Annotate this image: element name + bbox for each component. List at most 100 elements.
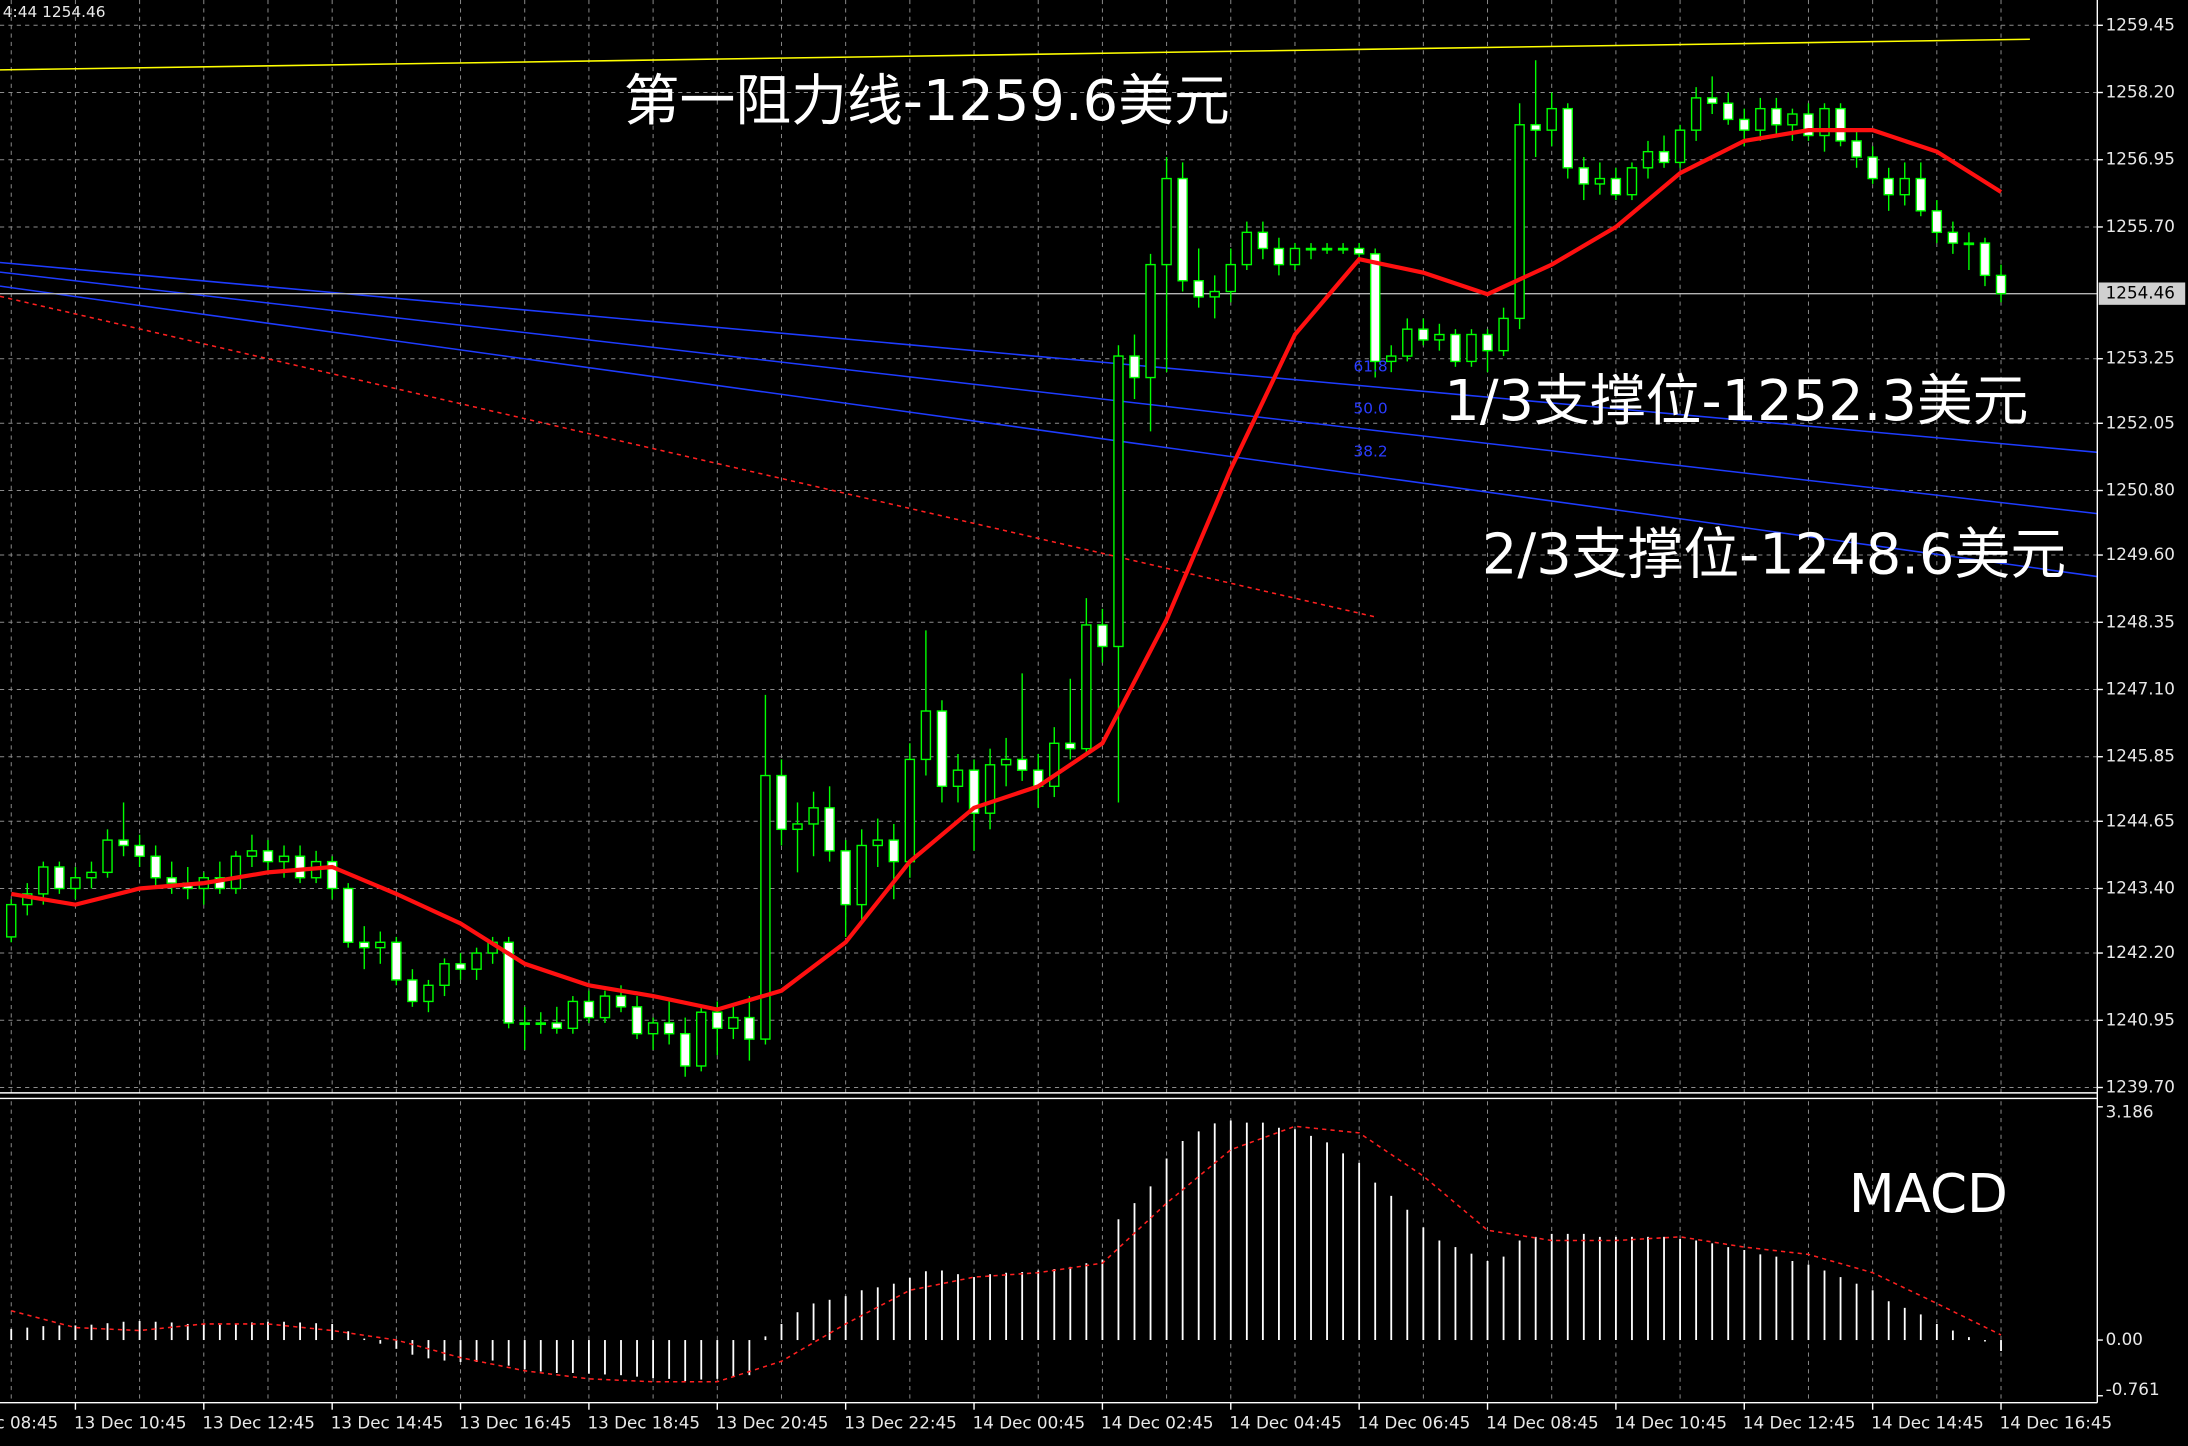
candle-body bbox=[1161, 177, 1172, 266]
candle-body bbox=[102, 839, 113, 874]
candle-body bbox=[1690, 97, 1702, 131]
candle-body bbox=[744, 1016, 755, 1040]
x-tick-label: 13 Dec 18:45 bbox=[588, 1413, 701, 1433]
candle-body bbox=[1771, 107, 1782, 126]
axes bbox=[0, 0, 2098, 1404]
x-tick-label: 14 Dec 16:45 bbox=[2000, 1413, 2113, 1433]
candle-body bbox=[679, 1033, 691, 1067]
candle-body bbox=[1995, 274, 2007, 295]
candle-body bbox=[166, 877, 177, 884]
candle-body bbox=[1851, 140, 1862, 158]
candle-body bbox=[246, 850, 258, 857]
candle-body bbox=[888, 839, 900, 863]
candle-body bbox=[1514, 124, 1525, 320]
candle-body bbox=[728, 1016, 739, 1030]
last-price-box bbox=[2098, 282, 2186, 305]
candle-body bbox=[1899, 177, 1910, 196]
candle-body bbox=[1819, 107, 1830, 137]
candle-body bbox=[1353, 247, 1365, 255]
candle-body bbox=[1562, 107, 1573, 169]
fib-level-label: 61.8 bbox=[1354, 358, 1388, 376]
candle-body bbox=[984, 764, 996, 814]
candle-body bbox=[551, 1022, 563, 1030]
candle-body bbox=[471, 952, 482, 970]
candle-body bbox=[1129, 355, 1140, 379]
candle-body bbox=[1369, 253, 1381, 363]
candle-body bbox=[776, 774, 787, 831]
candle-body bbox=[118, 839, 129, 847]
candle-body bbox=[952, 769, 964, 788]
candle-body bbox=[262, 850, 274, 863]
candle-body bbox=[712, 1011, 723, 1030]
candle-body bbox=[1963, 242, 1975, 246]
candle-body bbox=[1835, 107, 1846, 142]
x-tick-label: 13 Dec 14:45 bbox=[331, 1413, 444, 1433]
candle-body bbox=[1177, 177, 1188, 282]
candle-body bbox=[1000, 758, 1012, 766]
candle-body bbox=[1113, 355, 1124, 648]
candle-body bbox=[1915, 177, 1927, 212]
candle-body bbox=[359, 941, 370, 949]
candle-body bbox=[455, 963, 466, 970]
moving-average-line bbox=[10, 128, 2003, 1012]
candle-body bbox=[1434, 333, 1445, 341]
y-tick-label: 1259.45 bbox=[2106, 14, 2175, 34]
annotation: 第一阻力线-1259.6美元 bbox=[624, 69, 1230, 134]
candle-body bbox=[1979, 242, 1991, 277]
candle-body bbox=[1867, 156, 1878, 180]
x-tick-label: 13 Dec 16:45 bbox=[459, 1413, 572, 1433]
candle-body bbox=[808, 807, 819, 825]
candle-body bbox=[150, 855, 161, 879]
candle-body bbox=[1482, 333, 1493, 352]
candle-body bbox=[1578, 167, 1590, 185]
fib-level-label: 38.2 bbox=[1354, 443, 1388, 461]
candle-body bbox=[1803, 113, 1814, 137]
candle-body bbox=[342, 887, 354, 943]
x-tick-label: 13 Dec 10:45 bbox=[74, 1413, 187, 1433]
candle-body bbox=[760, 774, 771, 1040]
x-tick-label: 14 Dec 06:45 bbox=[1358, 1413, 1471, 1433]
candle-body bbox=[599, 995, 611, 1019]
candle-body bbox=[1658, 150, 1670, 164]
candle-body bbox=[920, 710, 932, 761]
annotation: 2/3支撑位-1248.6美元 bbox=[1482, 522, 2066, 587]
y-tick-label: 1242.20 bbox=[2106, 942, 2175, 962]
x-tick-label: 14 Dec 14:45 bbox=[1871, 1413, 1984, 1433]
candle-body bbox=[968, 769, 980, 814]
corner-info: 4:44 1254.46 bbox=[3, 3, 106, 21]
overlay-line bbox=[0, 271, 2098, 515]
candle-body bbox=[134, 844, 145, 857]
candle-body bbox=[1016, 758, 1028, 771]
candle-body bbox=[856, 844, 867, 906]
overlay-line bbox=[0, 285, 2098, 578]
x-tick-label: 14 Dec 08:45 bbox=[1486, 1413, 1599, 1433]
candle-body bbox=[1193, 280, 1204, 298]
candle-body bbox=[1289, 247, 1301, 266]
candle-body bbox=[503, 941, 514, 1024]
y-tick-label: 1249.60 bbox=[2106, 544, 2175, 564]
y-tick-label: 1258.20 bbox=[2106, 82, 2175, 102]
x-tick-label: 13 Dec 12:45 bbox=[202, 1413, 315, 1433]
candle-body bbox=[407, 979, 418, 1003]
candle-body bbox=[278, 855, 290, 863]
candle-body bbox=[1642, 150, 1654, 169]
candle-body bbox=[1337, 247, 1349, 251]
candle-body bbox=[904, 758, 916, 863]
overlay-line bbox=[0, 295, 1376, 618]
candle-body bbox=[792, 823, 803, 831]
candle-body bbox=[1145, 263, 1156, 379]
x-tick-label: 14 Dec 00:45 bbox=[973, 1413, 1086, 1433]
y-tick-label: 1247.10 bbox=[2106, 678, 2175, 698]
candle-body bbox=[1305, 247, 1317, 251]
candle-body bbox=[86, 871, 97, 879]
candle-body bbox=[1931, 210, 1943, 234]
candle-body bbox=[1097, 624, 1108, 648]
candle-body bbox=[1450, 333, 1461, 363]
candle-body bbox=[439, 963, 450, 987]
candle-body bbox=[1626, 167, 1638, 196]
candle-body bbox=[824, 807, 835, 852]
candle-body bbox=[1787, 113, 1798, 126]
candle-body bbox=[294, 855, 306, 879]
candle-body bbox=[5, 903, 17, 938]
